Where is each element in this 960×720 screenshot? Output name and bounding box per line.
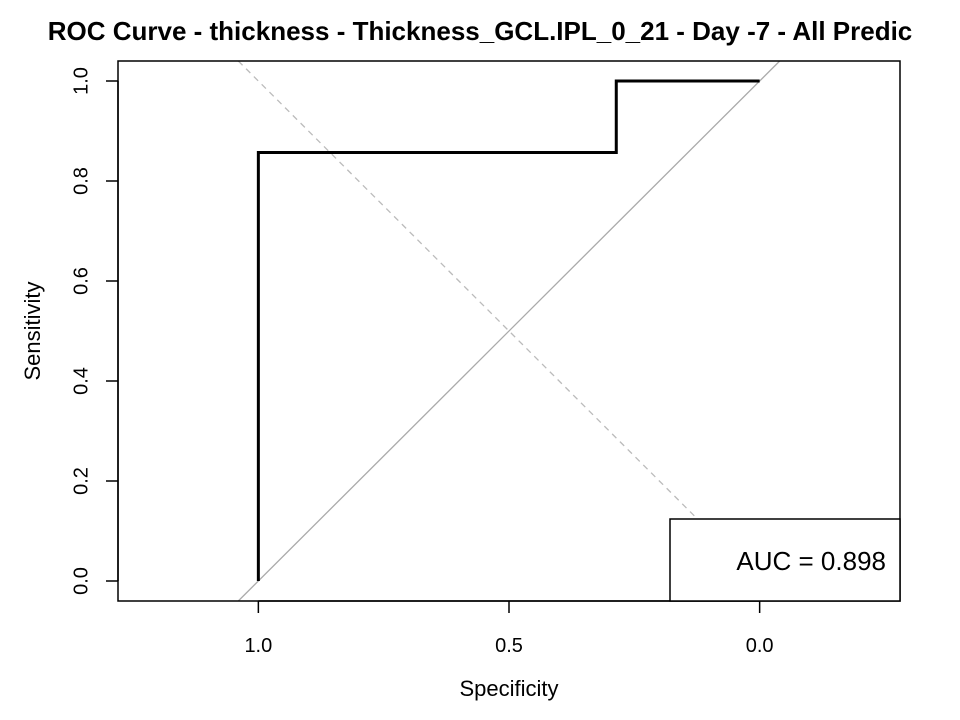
- auc-box: AUC = 0.898: [669, 518, 901, 602]
- x-tick-label: 0.0: [746, 635, 774, 657]
- reference-line-dashed: [237, 61, 761, 582]
- x-tick-label: 0.5: [495, 635, 523, 657]
- y-tick-label: 1.0: [70, 67, 92, 95]
- auc-box-frame: [669, 518, 901, 602]
- roc-curve-line: [256, 79, 760, 581]
- x-tick-label: 1.0: [244, 635, 272, 657]
- y-tick-label: 0.6: [70, 267, 92, 295]
- y-tick-label: 0.8: [70, 167, 92, 195]
- y-tick-label: 0.2: [70, 467, 92, 495]
- y-axis-label: Sensitivity: [20, 281, 45, 380]
- reference-line-diagonal: [237, 61, 781, 601]
- chart-title: ROC Curve - thickness - Thickness_GCL.IP…: [48, 16, 913, 46]
- auc-label: AUC = 0.898: [736, 546, 886, 576]
- x-axis: 1.0 0.5 0.0: [244, 600, 774, 657]
- plot-area: [237, 61, 781, 601]
- y-axis: 0.0 0.2 0.4 0.6 0.8 1.0: [70, 67, 119, 595]
- y-tick-label: 0.4: [70, 367, 92, 395]
- y-tick-label: 0.0: [70, 567, 92, 595]
- x-axis-label: Specificity: [459, 676, 558, 701]
